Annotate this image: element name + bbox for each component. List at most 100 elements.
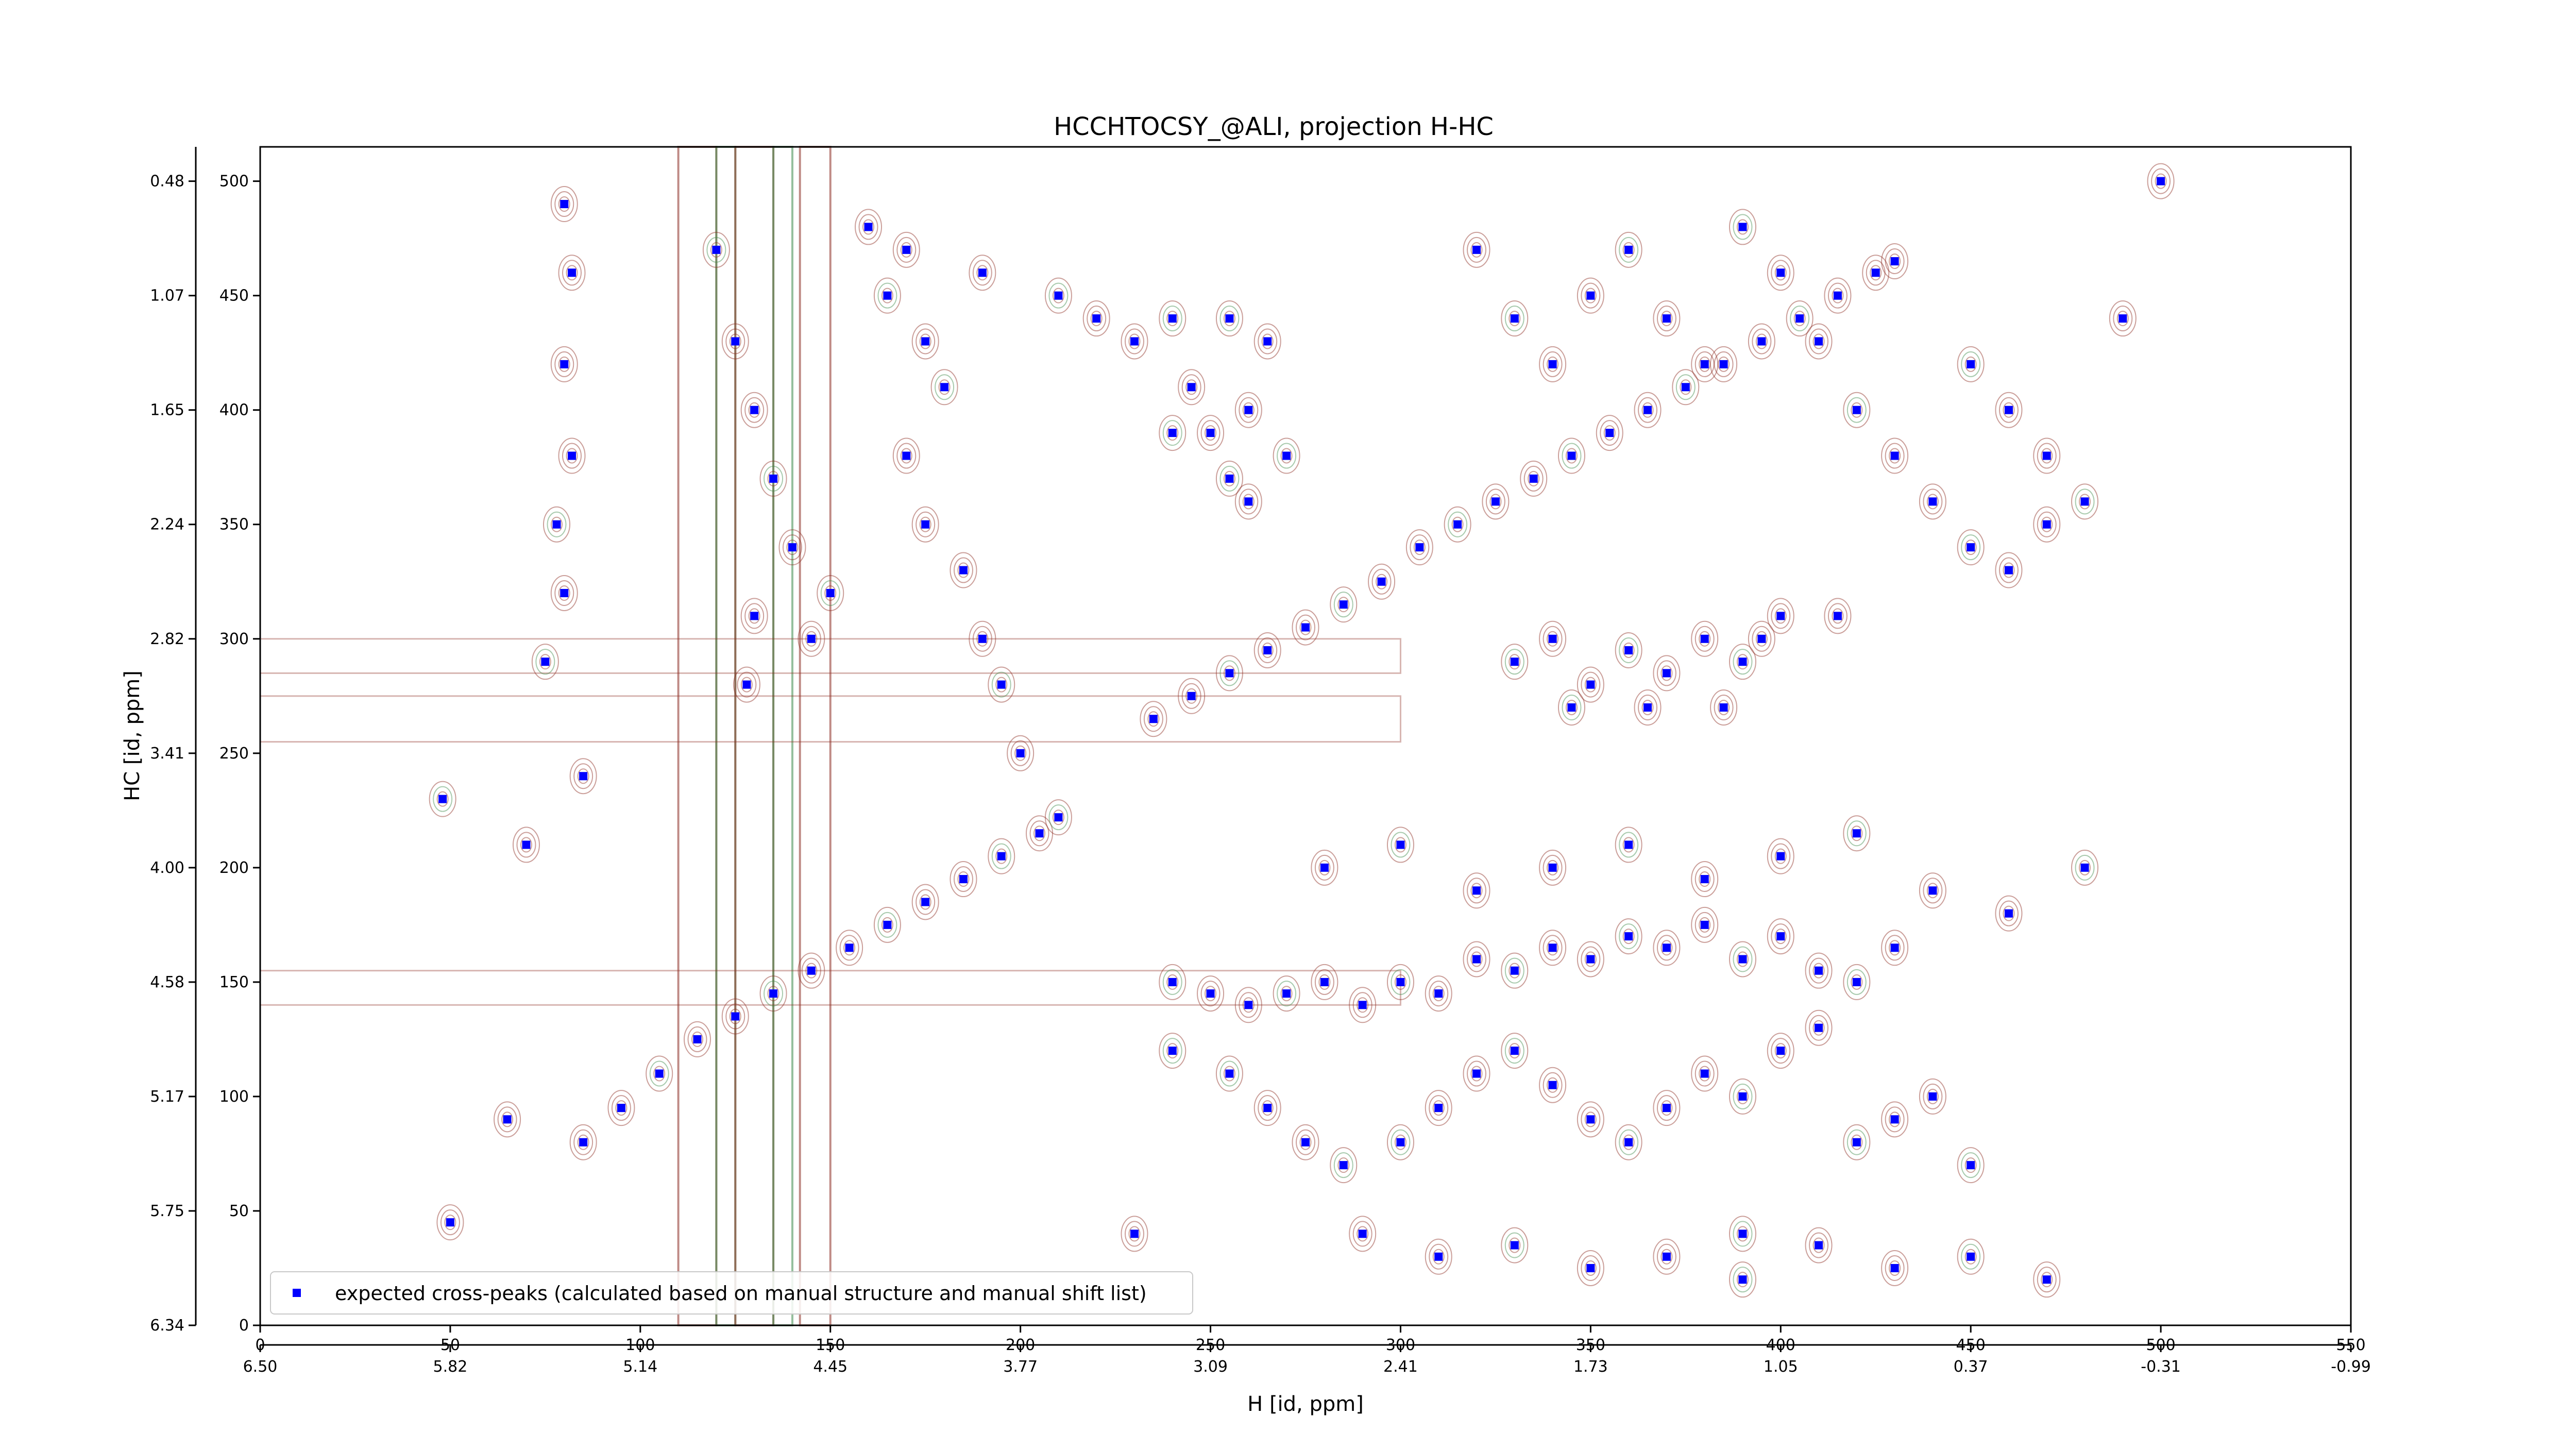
contour-ring: [1205, 986, 1217, 1002]
y-ppm-tick-label: 1.07: [150, 287, 184, 305]
contour-ring: [1846, 820, 1867, 847]
contour-ring: [1547, 1077, 1559, 1093]
contour-ring: [558, 356, 570, 372]
cross-peak-point: [1339, 1161, 1348, 1170]
contour-ring: [1733, 214, 1753, 240]
contour-ring: [1215, 1055, 1243, 1092]
x-ppm-tick-label: 5.14: [623, 1358, 657, 1376]
contour-ring: [1728, 941, 1756, 978]
x-ppm-tick-label: 3.09: [1193, 1358, 1228, 1376]
contour-ring: [896, 237, 917, 263]
contour-ring: [1337, 1157, 1350, 1173]
cross-peak-point: [1738, 1275, 1747, 1284]
contour-ring: [1128, 1226, 1141, 1242]
cross-peak-point: [693, 1035, 702, 1043]
cross-peak-point: [1548, 1081, 1557, 1089]
contour-ring: [1314, 854, 1334, 881]
x-ppm-tick-label: -0.99: [2331, 1358, 2371, 1376]
contour-ring: [550, 186, 578, 223]
cross-peak-point: [1719, 360, 1728, 368]
contour-ring: [1641, 699, 1654, 715]
contour-ring: [1562, 694, 1582, 720]
contour-ring: [2075, 488, 2095, 515]
contour-ring: [881, 288, 893, 304]
contour-ring: [1774, 1043, 1787, 1059]
cross-peak-point: [750, 406, 759, 414]
contour-ring: [1557, 689, 1585, 726]
x-ppm-tick-label: 5.82: [433, 1358, 468, 1376]
contour-ring: [1052, 288, 1064, 304]
contour-ring: [1889, 1111, 1901, 1127]
contour-ring: [805, 963, 818, 979]
contour-ring: [1509, 654, 1521, 670]
cross-peak-point: [2004, 406, 2013, 414]
contour-ring: [1391, 832, 1411, 858]
contour-ring: [1162, 420, 1182, 446]
contour-ring: [1885, 1255, 1905, 1281]
contour-ring: [1694, 1060, 1715, 1087]
contour-ring: [858, 214, 878, 240]
contour-ring: [1656, 306, 1676, 332]
contour-ring: [1451, 516, 1464, 532]
contour-ring: [1964, 356, 1977, 372]
contour-ring: [1619, 832, 1639, 858]
contour-ring: [1413, 540, 1426, 555]
contour-ring: [1333, 592, 1353, 618]
contour-ring: [1600, 420, 1620, 446]
cross-peak-point: [1624, 932, 1633, 941]
contour-ring: [1223, 470, 1235, 486]
contour-ring: [1843, 1124, 1871, 1160]
contour-ring: [1470, 1066, 1483, 1082]
contour-band: [799, 146, 832, 1326]
cross-peak-point: [1738, 223, 1747, 231]
cross-peak-point: [1225, 1069, 1234, 1078]
contour-ring: [1790, 306, 1810, 332]
contour-ring: [429, 781, 456, 817]
contour-ring: [436, 1204, 464, 1241]
contour-ring: [1805, 952, 1833, 989]
contour-ring: [2041, 448, 2053, 464]
x-ppm-tick-label: 4.45: [813, 1358, 848, 1376]
contour-ring: [1728, 1216, 1756, 1252]
contour-ring: [1242, 402, 1255, 418]
contour-ring: [1082, 300, 1110, 337]
contour-ring: [1809, 1232, 1829, 1258]
contour-ring: [1919, 483, 1946, 520]
contour-ring: [569, 758, 597, 795]
contour-ring: [433, 786, 453, 812]
contour-ring: [1843, 815, 1871, 852]
contour-ring: [1330, 586, 1358, 623]
contour-ring: [1926, 883, 1939, 899]
cross-peak-point: [1738, 955, 1747, 964]
contour-ring: [1622, 837, 1635, 853]
contour-ring: [1357, 997, 1369, 1013]
cross-peak-point: [1510, 658, 1519, 666]
contour-ring: [1501, 952, 1529, 989]
contour-ring: [1178, 678, 1206, 714]
contour-ring: [1889, 1260, 1901, 1276]
contour-ring: [801, 957, 821, 984]
contour-ring: [577, 768, 589, 784]
contour-ring: [1405, 529, 1433, 566]
cross-peak-point: [438, 795, 447, 803]
contour-ring: [1656, 1095, 1676, 1121]
contour-ring: [1547, 356, 1559, 372]
contour-ring: [839, 935, 859, 961]
contour-ring: [1771, 603, 1791, 629]
contour-ring: [558, 255, 586, 291]
cross-peak-point: [1472, 886, 1481, 895]
contour-ring: [1748, 323, 1775, 360]
contour-ring: [737, 671, 757, 698]
cross-peak-point: [750, 612, 759, 620]
contour-ring: [1699, 871, 1711, 887]
cross-peak-point: [1815, 1023, 1823, 1032]
cross-peak-point: [1738, 1092, 1747, 1101]
cross-peak-point: [655, 1069, 664, 1078]
contour-ring: [653, 1066, 666, 1082]
contour-ring: [2147, 163, 2175, 199]
contour-ring: [1728, 1078, 1756, 1115]
contour-ring: [1253, 632, 1281, 668]
contour-ring: [1622, 642, 1635, 658]
contour-ring: [988, 838, 1015, 874]
contour-ring: [1672, 369, 1700, 406]
